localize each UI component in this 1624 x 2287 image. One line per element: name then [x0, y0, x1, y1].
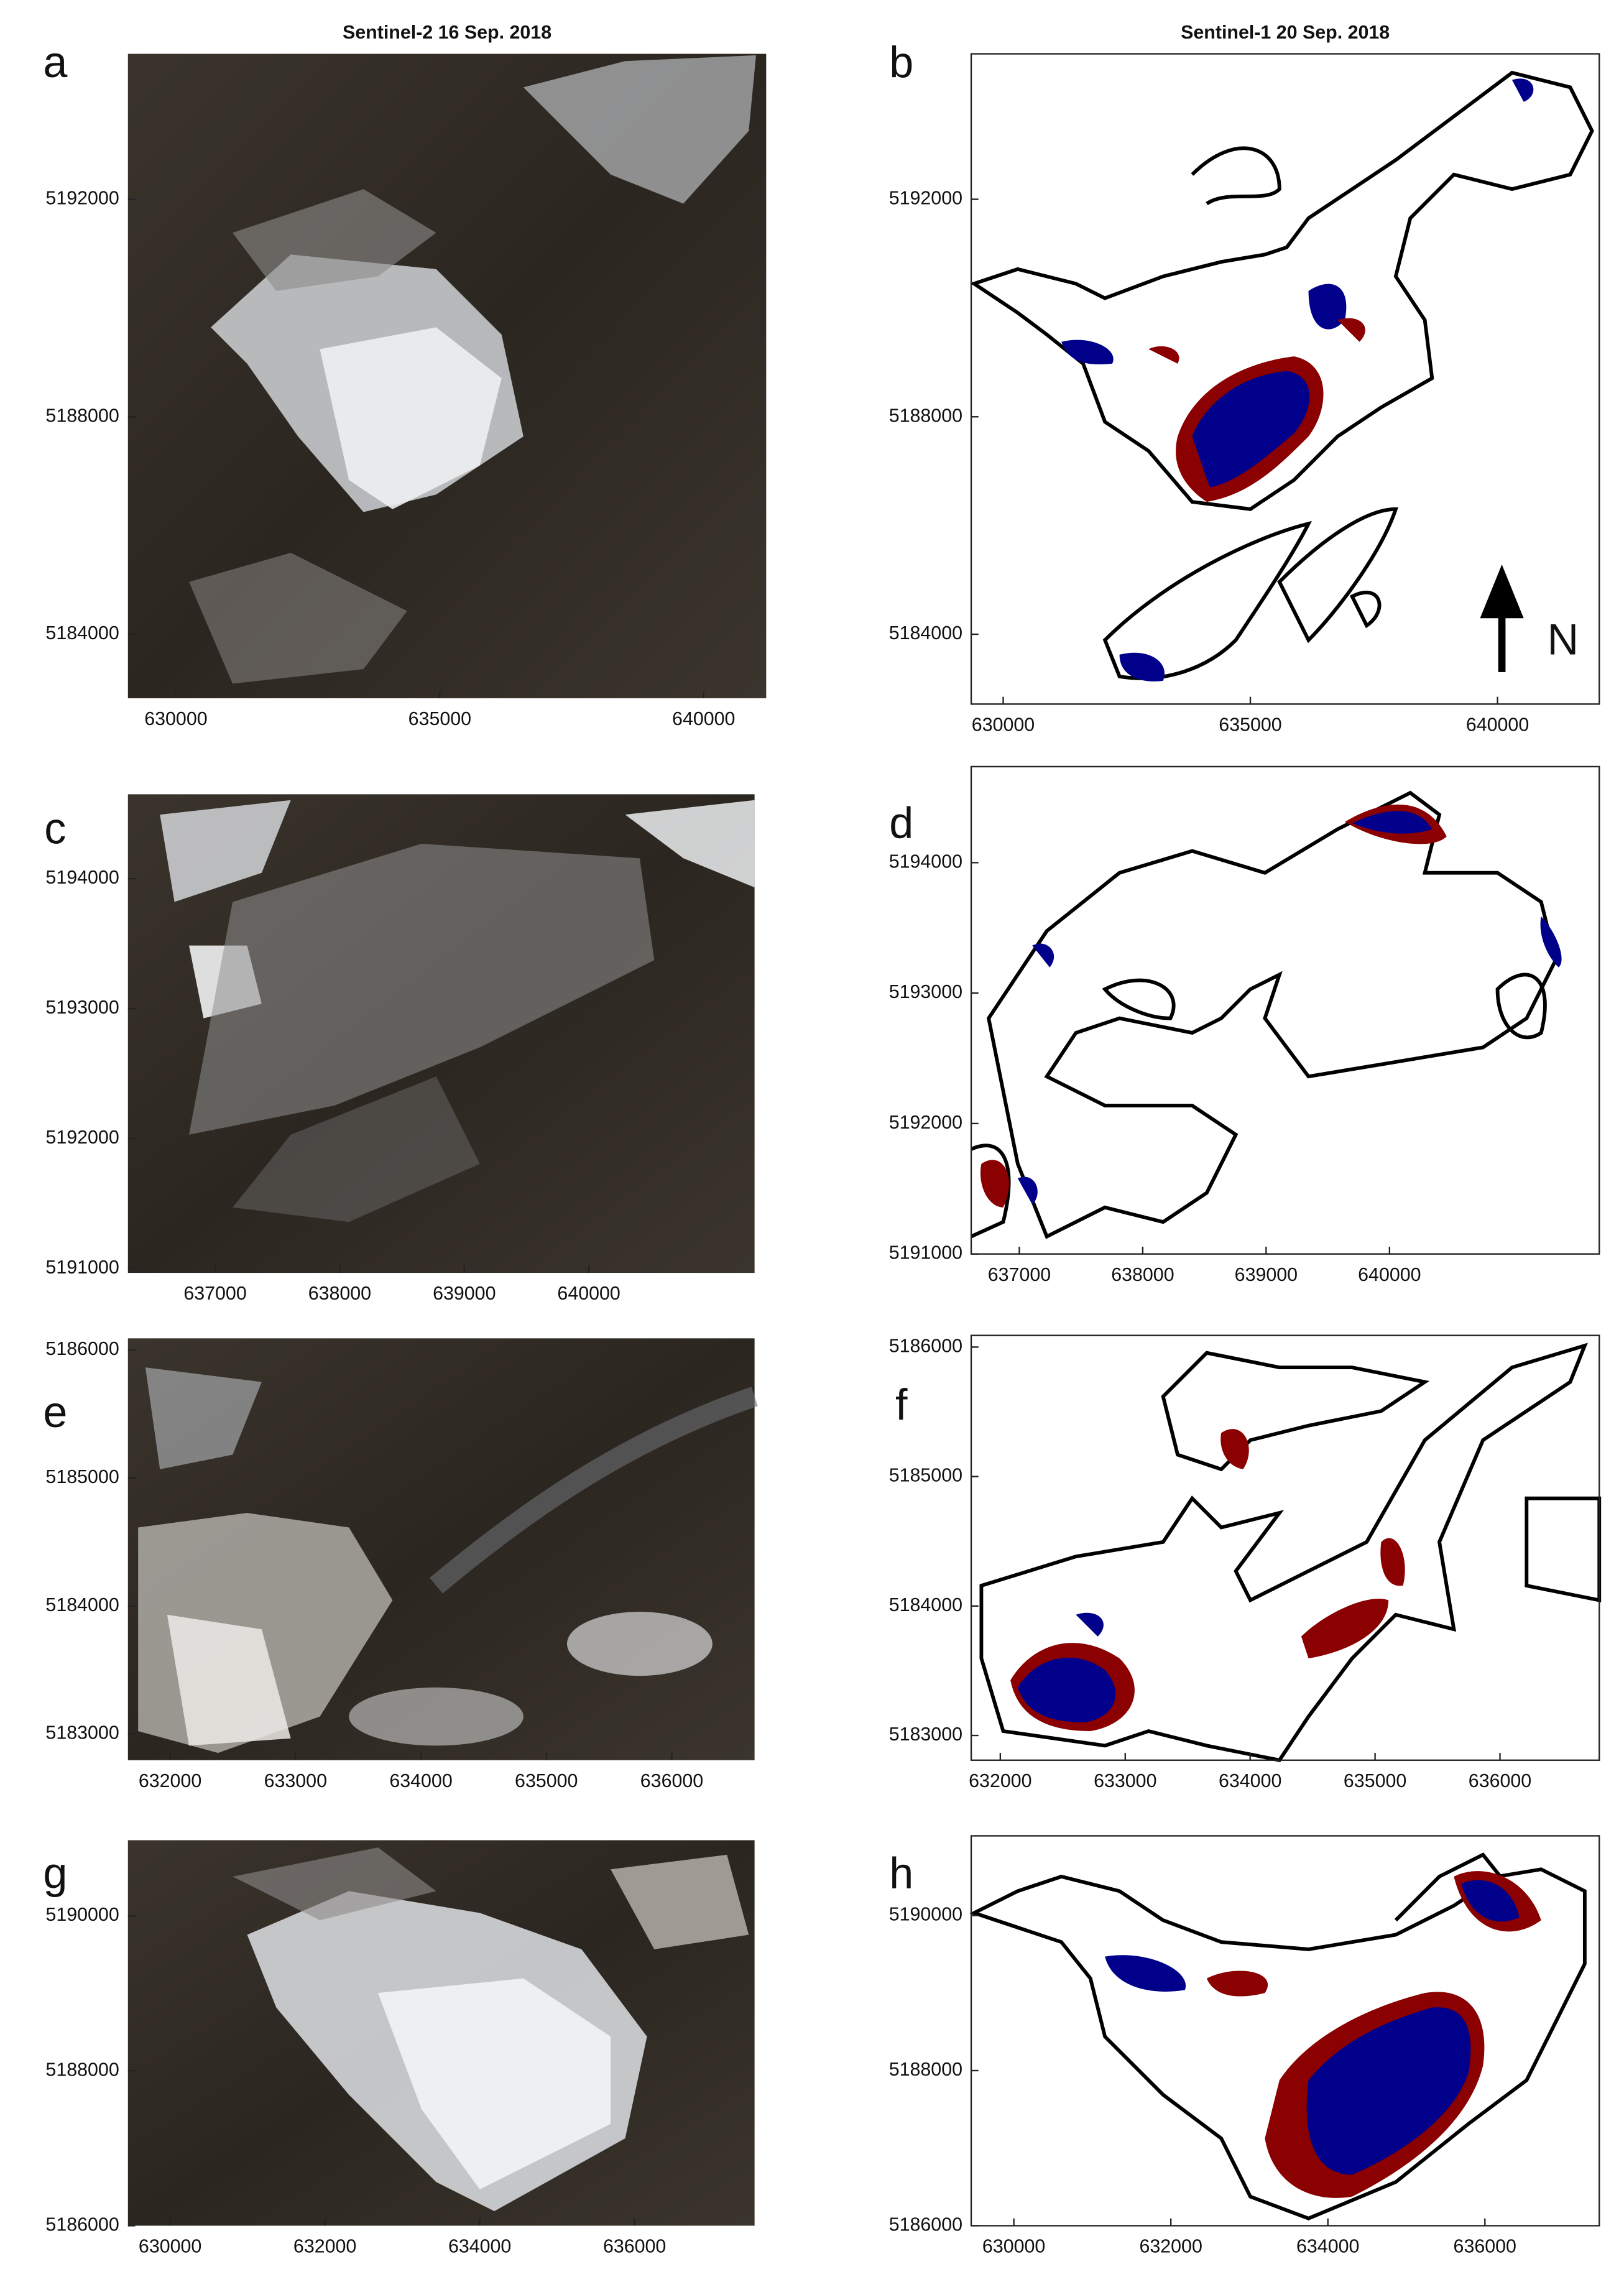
- y-tick-label: 5190000: [889, 1904, 962, 1925]
- y-tick-label: 5184000: [45, 622, 119, 644]
- imagery-c: [160, 800, 755, 1222]
- y-tick-label: 5188000: [889, 2059, 962, 2080]
- map-background: [971, 766, 1600, 1254]
- x-tick-label: 640000: [1466, 714, 1529, 735]
- y-tick-label: 5192000: [45, 1127, 119, 1148]
- x-tick-label: 637000: [183, 1283, 246, 1304]
- panel-letter: h: [889, 1848, 913, 1897]
- x-tick-label: 634000: [1296, 2236, 1359, 2257]
- x-tick-label: 639000: [1235, 1264, 1298, 1285]
- x-tick-label: 630000: [982, 2236, 1045, 2257]
- x-tick-label: 632000: [1139, 2236, 1202, 2257]
- panel-letter: d: [889, 798, 913, 847]
- x-tick-label: 634000: [1219, 1770, 1281, 1791]
- y-tick-label: 5185000: [889, 1465, 962, 1486]
- north-arrow: [1480, 564, 1524, 672]
- y-tick-label: 5193000: [889, 981, 962, 1002]
- panel-letter: a: [43, 37, 68, 86]
- x-tick-label: 632000: [293, 2236, 356, 2257]
- x-tick-label: 637000: [988, 1264, 1051, 1285]
- x-tick-label: 640000: [1358, 1264, 1421, 1285]
- x-tick-label: 634000: [389, 1770, 452, 1791]
- classes-b: [1061, 78, 1534, 681]
- north-label: N: [1547, 615, 1579, 664]
- y-tick-label: 5190000: [45, 1904, 119, 1925]
- decorations: [138, 55, 1602, 2220]
- axes-box: [970, 1835, 1600, 2227]
- y-tick-label: 5191000: [45, 1257, 119, 1278]
- x-tick-label: 636000: [1454, 2236, 1516, 2257]
- map-h: [969, 1852, 1587, 2220]
- y-tick-label: 5186000: [889, 1335, 962, 1356]
- y-tick-label: 5183000: [45, 1722, 119, 1744]
- panel-letter: f: [895, 1380, 908, 1429]
- classes-d: [980, 804, 1562, 1208]
- x-tick-label: 638000: [1111, 1264, 1174, 1285]
- panel-letter: e: [43, 1387, 67, 1436]
- x-tick-label: 640000: [672, 708, 735, 729]
- x-tick-label: 633000: [264, 1770, 327, 1791]
- y-tick-label: 5193000: [45, 997, 119, 1018]
- y-tick-label: 5188000: [889, 405, 962, 426]
- y-tick-label: 5191000: [889, 1242, 962, 1264]
- y-tick-label: 5188000: [45, 405, 119, 426]
- x-tick-label: 635000: [1344, 1770, 1406, 1791]
- classes-h: [1105, 1871, 1541, 2198]
- x-tick-label: 635000: [408, 708, 471, 729]
- axes-box: [970, 765, 1600, 1255]
- x-tick-label: 635000: [1219, 714, 1281, 735]
- y-tick-label: 5186000: [45, 2214, 119, 2235]
- x-tick-label: 636000: [603, 2236, 666, 2257]
- x-tick-label: 636000: [640, 1770, 703, 1791]
- panel-letter: b: [889, 37, 913, 86]
- y-tick-label: 5183000: [889, 1724, 962, 1745]
- x-tick-label: 638000: [308, 1283, 371, 1304]
- imagery-a: [188, 55, 756, 684]
- x-tick-label: 632000: [139, 1770, 201, 1791]
- panel-letter: c: [44, 804, 66, 853]
- y-tick-label: 5184000: [889, 1594, 962, 1615]
- y-tick-label: 5186000: [889, 2214, 962, 2235]
- axes-box: [970, 1334, 1600, 1761]
- x-tick-label: 640000: [557, 1283, 620, 1304]
- axes-box: [970, 53, 1600, 705]
- x-tick-label: 639000: [433, 1283, 496, 1304]
- imagery-g: [233, 1847, 749, 2212]
- x-tick-label: 630000: [972, 714, 1035, 735]
- panel-letter: g: [43, 1848, 67, 1897]
- x-tick-label: 633000: [1094, 1770, 1156, 1791]
- map-b: [970, 70, 1594, 680]
- y-tick-label: 5186000: [45, 1338, 119, 1359]
- x-tick-label: 632000: [969, 1770, 1031, 1791]
- y-tick-label: 5184000: [45, 1594, 119, 1615]
- y-tick-label: 5194000: [45, 867, 119, 888]
- x-tick-label: 630000: [139, 2236, 201, 2257]
- y-tick-label: 5184000: [889, 622, 962, 644]
- y-tick-label: 5188000: [45, 2059, 119, 2080]
- y-tick-label: 5185000: [45, 1466, 119, 1487]
- y-tick-label: 5192000: [45, 188, 119, 209]
- panel-title: Sentinel-1 20 Sep. 2018: [1181, 22, 1390, 43]
- axes: 630000 635000 640000 5184000 5188000 5192000 S…: [43, 22, 1600, 2257]
- x-tick-label: 636000: [1469, 1770, 1531, 1791]
- imagery-e: [138, 1367, 758, 1753]
- classes-f: [1010, 1429, 1405, 1731]
- x-tick-label: 635000: [515, 1770, 578, 1791]
- panel-title: Sentinel-2 16 Sep. 2018: [343, 22, 551, 43]
- y-tick-label: 5194000: [889, 851, 962, 872]
- y-tick-label: 5192000: [889, 188, 962, 209]
- x-tick-label: 634000: [448, 2236, 511, 2257]
- x-tick-label: 630000: [144, 708, 207, 729]
- y-tick-label: 5192000: [889, 1112, 962, 1133]
